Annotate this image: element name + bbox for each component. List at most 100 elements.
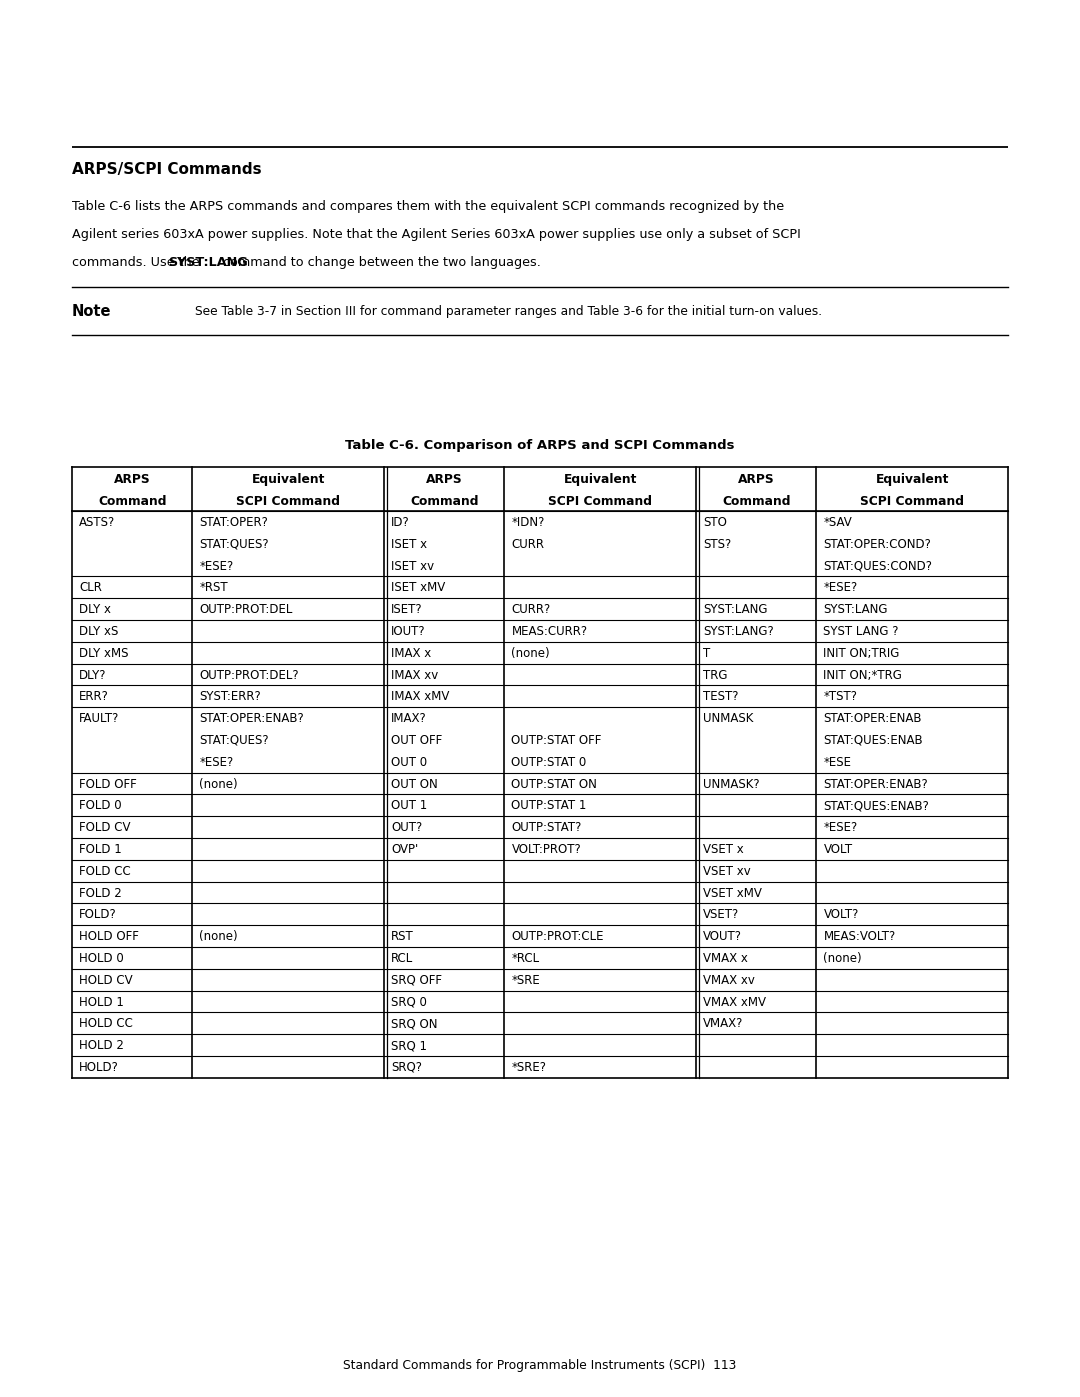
Text: UNMASK?: UNMASK? bbox=[703, 778, 759, 791]
Text: FOLD 1: FOLD 1 bbox=[79, 842, 122, 856]
Text: RCL: RCL bbox=[391, 951, 414, 965]
Text: Note: Note bbox=[72, 303, 111, 319]
Text: OUT 0: OUT 0 bbox=[391, 756, 427, 768]
Text: OUT OFF: OUT OFF bbox=[391, 733, 442, 747]
Text: TRG: TRG bbox=[703, 669, 728, 682]
Text: VOUT?: VOUT? bbox=[703, 930, 742, 943]
Text: VSET xMV: VSET xMV bbox=[703, 887, 761, 900]
Text: HOLD 0: HOLD 0 bbox=[79, 951, 124, 965]
Text: HOLD OFF: HOLD OFF bbox=[79, 930, 139, 943]
Text: (none): (none) bbox=[823, 951, 862, 965]
Text: FAULT?: FAULT? bbox=[79, 712, 120, 725]
Text: IMAX xMV: IMAX xMV bbox=[391, 690, 449, 704]
Text: *ESE?: *ESE? bbox=[200, 756, 233, 768]
Text: ARPS: ARPS bbox=[426, 474, 462, 486]
Text: HOLD CC: HOLD CC bbox=[79, 1017, 133, 1031]
Text: CURR?: CURR? bbox=[512, 604, 551, 616]
Text: IOUT?: IOUT? bbox=[391, 624, 426, 638]
Text: DLY xMS: DLY xMS bbox=[79, 647, 129, 659]
Text: UNMASK: UNMASK bbox=[703, 712, 754, 725]
Text: SYST:LANG: SYST:LANG bbox=[703, 604, 768, 616]
Text: VMAX?: VMAX? bbox=[703, 1017, 743, 1031]
Text: (none): (none) bbox=[200, 930, 238, 943]
Text: Equivalent: Equivalent bbox=[252, 474, 325, 486]
Text: SYST:LANG: SYST:LANG bbox=[823, 604, 888, 616]
Text: SRQ 1: SRQ 1 bbox=[391, 1039, 427, 1052]
Text: (none): (none) bbox=[200, 778, 238, 791]
Text: VOLT?: VOLT? bbox=[823, 908, 859, 922]
Text: SYST:ERR?: SYST:ERR? bbox=[200, 690, 261, 704]
Text: SYST LANG ?: SYST LANG ? bbox=[823, 624, 899, 638]
Text: FOLD CC: FOLD CC bbox=[79, 865, 131, 877]
Text: *ESE?: *ESE? bbox=[823, 821, 858, 834]
Text: FOLD OFF: FOLD OFF bbox=[79, 778, 137, 791]
Text: VMAX xMV: VMAX xMV bbox=[703, 996, 766, 1009]
Text: ISET xv: ISET xv bbox=[391, 560, 434, 573]
Text: Command: Command bbox=[721, 495, 791, 509]
Text: VSET?: VSET? bbox=[703, 908, 739, 922]
Text: FOLD CV: FOLD CV bbox=[79, 821, 131, 834]
Text: SYST:LANG: SYST:LANG bbox=[168, 256, 248, 270]
Text: SRQ ON: SRQ ON bbox=[391, 1017, 437, 1031]
Text: VOLT:PROT?: VOLT:PROT? bbox=[512, 842, 581, 856]
Text: VSET x: VSET x bbox=[703, 842, 744, 856]
Text: STAT:QUES?: STAT:QUES? bbox=[200, 538, 269, 550]
Text: *SRE: *SRE bbox=[512, 974, 540, 986]
Text: Equivalent: Equivalent bbox=[876, 474, 949, 486]
Text: VOLT: VOLT bbox=[823, 842, 852, 856]
Text: MEAS:VOLT?: MEAS:VOLT? bbox=[823, 930, 895, 943]
Text: CURR: CURR bbox=[512, 538, 544, 550]
Text: ISET xMV: ISET xMV bbox=[391, 581, 445, 594]
Text: ERR?: ERR? bbox=[79, 690, 109, 704]
Text: RST: RST bbox=[391, 930, 414, 943]
Text: *RST: *RST bbox=[200, 581, 228, 594]
Text: SCPI Command: SCPI Command bbox=[237, 495, 340, 509]
Text: (none): (none) bbox=[512, 647, 550, 659]
Text: OUT ON: OUT ON bbox=[391, 778, 437, 791]
Text: *SRE?: *SRE? bbox=[512, 1060, 546, 1074]
Text: *TST?: *TST? bbox=[823, 690, 858, 704]
Text: ARPS: ARPS bbox=[113, 474, 150, 486]
Text: T: T bbox=[703, 647, 711, 659]
Text: SCPI Command: SCPI Command bbox=[549, 495, 652, 509]
Text: STS?: STS? bbox=[703, 538, 731, 550]
Text: INIT ON;TRIG: INIT ON;TRIG bbox=[823, 647, 900, 659]
Text: HOLD 2: HOLD 2 bbox=[79, 1039, 124, 1052]
Text: OUT?: OUT? bbox=[391, 821, 422, 834]
Text: *IDN?: *IDN? bbox=[512, 515, 544, 529]
Text: See Table 3-7 in Section III for command parameter ranges and Table 3-6 for the : See Table 3-7 in Section III for command… bbox=[195, 305, 822, 317]
Text: DLY xS: DLY xS bbox=[79, 624, 119, 638]
Text: Command: Command bbox=[98, 495, 166, 509]
Text: HOLD 1: HOLD 1 bbox=[79, 996, 124, 1009]
Text: VMAX xv: VMAX xv bbox=[703, 974, 755, 986]
Text: OUTP:STAT OFF: OUTP:STAT OFF bbox=[512, 733, 602, 747]
Text: FOLD 0: FOLD 0 bbox=[79, 799, 122, 813]
Text: OUT 1: OUT 1 bbox=[391, 799, 428, 813]
Text: STAT:OPER:ENAB?: STAT:OPER:ENAB? bbox=[823, 778, 928, 791]
Text: SRQ OFF: SRQ OFF bbox=[391, 974, 442, 986]
Text: DLY x: DLY x bbox=[79, 604, 111, 616]
Text: ID?: ID? bbox=[391, 515, 409, 529]
Text: FOLD?: FOLD? bbox=[79, 908, 117, 922]
Text: SYST:LANG?: SYST:LANG? bbox=[703, 624, 773, 638]
Text: STAT:OPER:ENAB: STAT:OPER:ENAB bbox=[823, 712, 922, 725]
Text: DLY?: DLY? bbox=[79, 669, 107, 682]
Text: IMAX x: IMAX x bbox=[391, 647, 431, 659]
Text: STAT:QUES:ENAB?: STAT:QUES:ENAB? bbox=[823, 799, 929, 813]
Text: IMAX xv: IMAX xv bbox=[391, 669, 438, 682]
Text: commands. Use the: commands. Use the bbox=[72, 256, 204, 270]
Text: FOLD 2: FOLD 2 bbox=[79, 887, 122, 900]
Text: SRQ 0: SRQ 0 bbox=[391, 996, 427, 1009]
Text: OUTP:STAT?: OUTP:STAT? bbox=[512, 821, 582, 834]
Text: IMAX?: IMAX? bbox=[391, 712, 427, 725]
Text: OUTP:PROT:CLE: OUTP:PROT:CLE bbox=[512, 930, 604, 943]
Text: ISET x: ISET x bbox=[391, 538, 427, 550]
Text: MEAS:CURR?: MEAS:CURR? bbox=[512, 624, 588, 638]
Text: OUTP:STAT 0: OUTP:STAT 0 bbox=[512, 756, 586, 768]
Text: Agilent series 603xA power supplies. Note that the Agilent Series 603xA power su: Agilent series 603xA power supplies. Not… bbox=[72, 228, 801, 242]
Text: Table C-6 lists the ARPS commands and compares them with the equivalent SCPI com: Table C-6 lists the ARPS commands and co… bbox=[72, 200, 784, 212]
Text: command to change between the two languages.: command to change between the two langua… bbox=[219, 256, 541, 270]
Text: STAT:QUES?: STAT:QUES? bbox=[200, 733, 269, 747]
Text: *ESE?: *ESE? bbox=[823, 581, 858, 594]
Text: SRQ?: SRQ? bbox=[391, 1060, 422, 1074]
